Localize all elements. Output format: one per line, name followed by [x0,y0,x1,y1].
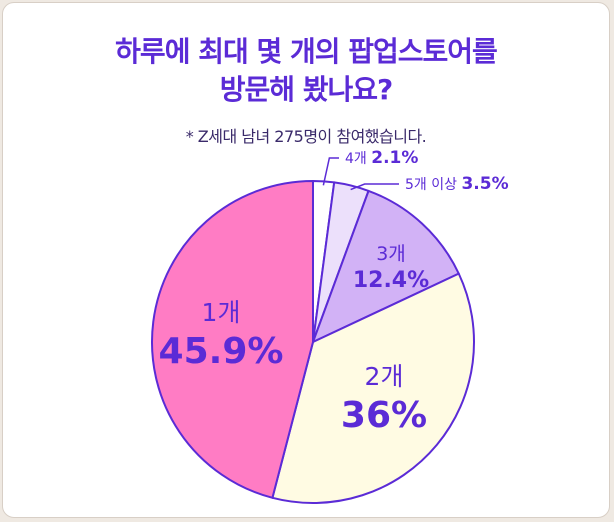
slice-value-5: 45.9% [159,331,284,372]
chart-title-line-2: 방문해 봤나요? [219,73,394,106]
slice-value-4: 36% [341,395,427,436]
slice-name-2: 5개 이상 [405,177,461,193]
chart-card: 하루에 최대 몇 개의 팝업스토어를 방문해 봤나요? * Z세대 남녀 275… [2,2,610,518]
leader-line-2 [350,183,399,191]
slice-name-5: 1개 [202,298,241,327]
slice-value-2: 3.5% [461,174,508,194]
slice-name-4: 2개 [365,362,404,391]
slice-label-2: 5개 이상 3.5% [405,174,509,194]
chart-subtitle: * Z세대 남녀 275명이 참여했습니다. [185,127,427,146]
slice-name-3: 3개 [376,243,406,265]
slice-value-1: 2.1% [371,148,418,168]
pie-slice-4 [271,272,475,504]
slice-value-3: 12.4% [353,268,429,293]
pie-slice-5 [151,180,314,499]
slice-name-1: 4개 [345,151,371,167]
chart-title-line-1: 하루에 최대 몇 개의 팝업스토어를 [115,35,498,68]
leader-line-1 [322,157,339,186]
slice-label-1: 4개 2.1% [345,148,418,168]
pie-slice-3 [312,189,460,343]
pie-chart: 4개 2.1% 5개 이상 3.5% 3개 12.4% 2개 36% 1개 45.9% [151,148,509,504]
